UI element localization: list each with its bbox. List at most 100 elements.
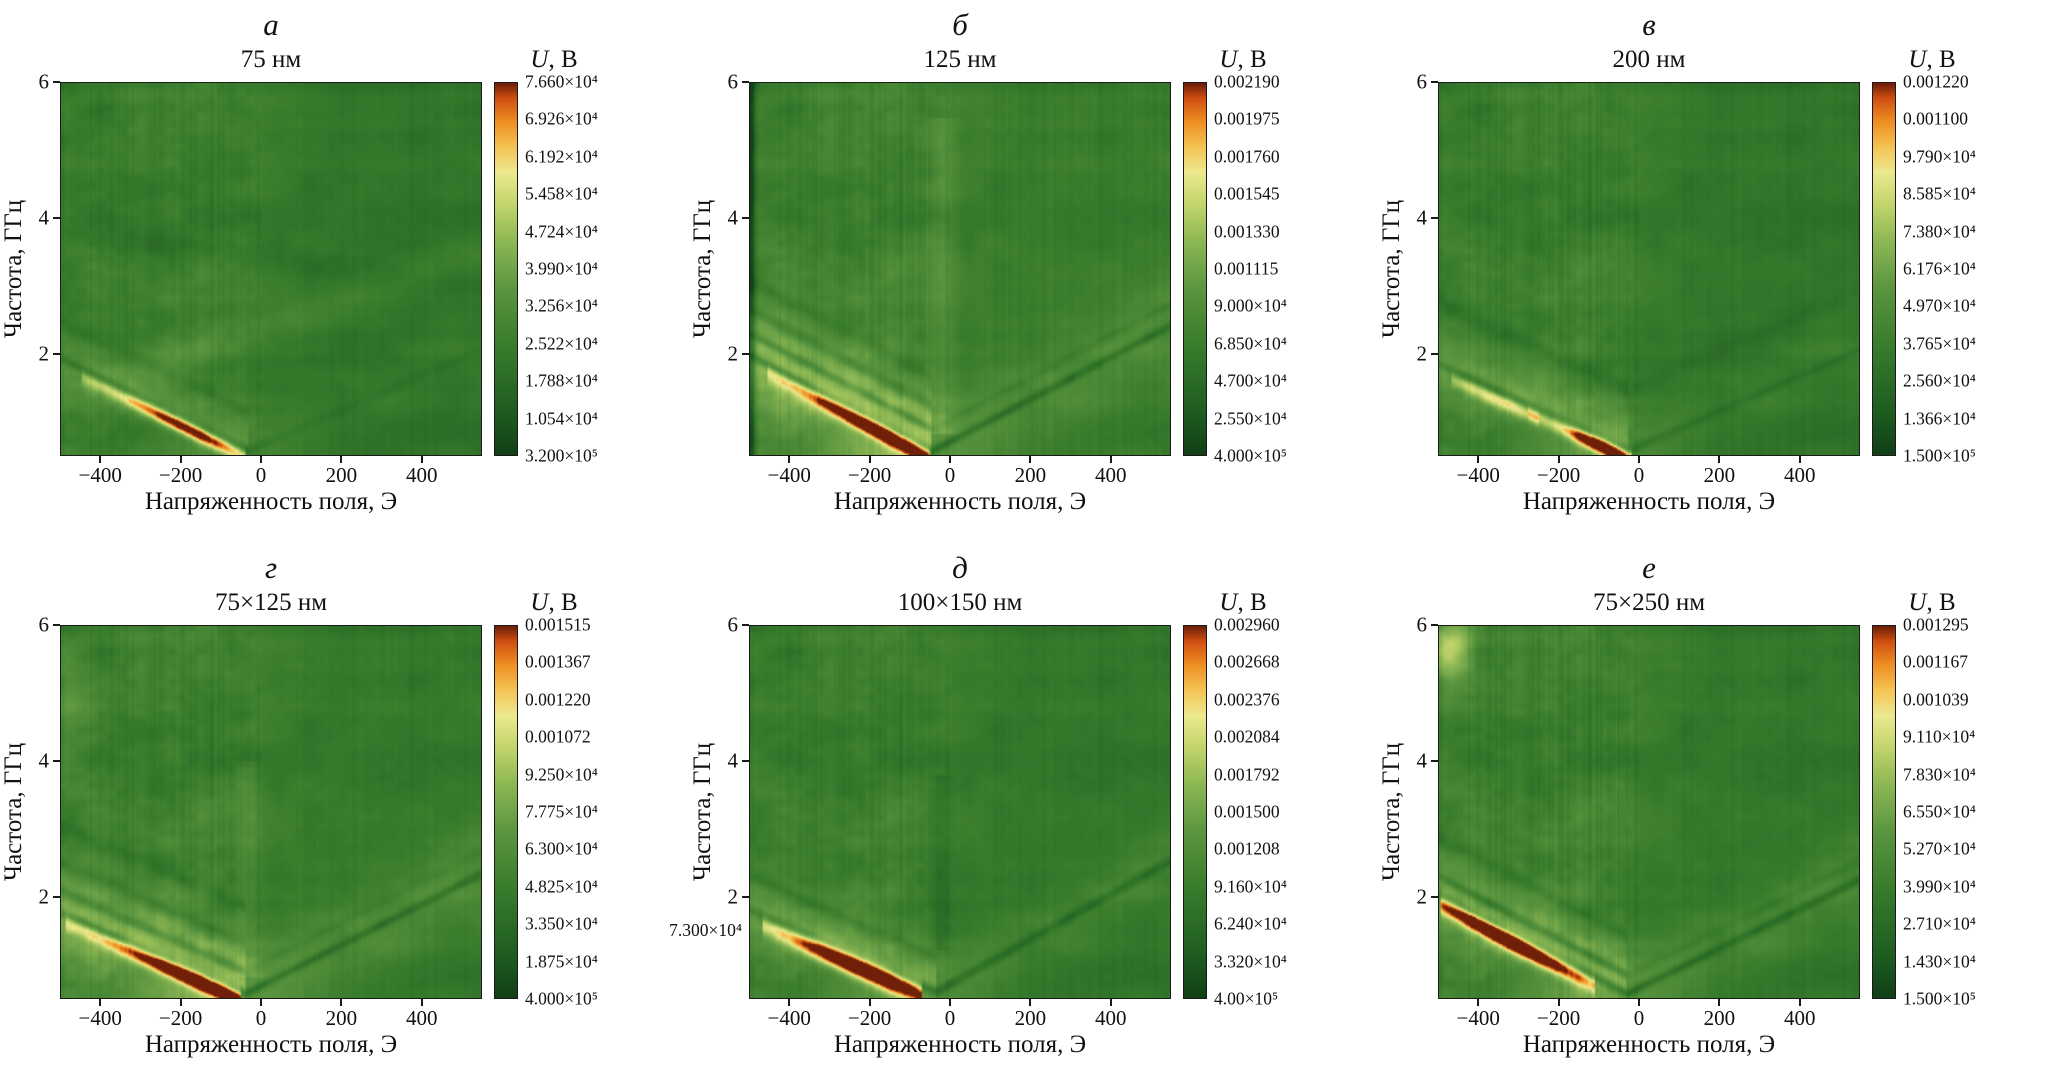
colorbar-tick-label: 2.522×10⁴ xyxy=(525,333,598,354)
x-tick-mark xyxy=(179,456,182,463)
x-tick-label: −200 xyxy=(847,463,892,487)
x-tick-label: 0 xyxy=(1633,1006,1645,1030)
colorbar-title-symbol: U xyxy=(530,46,549,73)
colorbar-tick-label: 3.990×10⁴ xyxy=(1903,876,1976,897)
colorbar-tick-labels: 0.002190 0.001975 0.001760 0.001545 0.001330… xyxy=(1214,73,1326,464)
x-tick-mark xyxy=(1029,999,1032,1006)
y-tick-mark xyxy=(1431,217,1438,219)
colorbar-tick-label: 0.002190 xyxy=(1214,71,1280,92)
x-axis-label: Напряженность поля, Э xyxy=(144,1031,398,1058)
y-tick-mark xyxy=(742,217,749,219)
colorbar-title: U, В xyxy=(1852,46,2012,74)
colorbar-tick-label: 4.700×10⁴ xyxy=(1214,370,1287,391)
panel-body: Частота, ГГц 6 4 2 0.002190 0.001975 0.00176… xyxy=(689,71,1378,464)
colorbar-tick-label: 0.001760 xyxy=(1214,146,1280,167)
colorbar-gradient xyxy=(1184,626,1206,998)
heatmap-panel: г 75×125 нм U, В Частота, ГГц 6 4 2 0.0015… xyxy=(0,543,689,1086)
colorbar xyxy=(1183,625,1207,999)
x-tick-label: −400 xyxy=(1456,463,1500,487)
colorbar-tick-label: 9.110×10⁴ xyxy=(1903,726,1976,747)
panel-letter: а xyxy=(263,7,279,42)
colorbar-tick-label: 0.002960 xyxy=(1214,614,1280,635)
y-axis-label-text: Частота, ГГц xyxy=(0,742,27,882)
x-tick-label: 0 xyxy=(255,463,267,487)
y-tick-mark xyxy=(742,624,749,626)
x-tick-label: −400 xyxy=(767,463,811,487)
x-tick-mark xyxy=(99,999,102,1006)
y-tick-mark xyxy=(53,760,60,762)
colorbar-tick-label: 6.176×10⁴ xyxy=(1903,258,1976,279)
x-tick-mark xyxy=(340,999,343,1006)
y-tick-mark xyxy=(1431,624,1438,626)
colorbar-tick-label: 7.775×10⁴ xyxy=(525,801,598,822)
x-tick-mark xyxy=(420,456,423,463)
colorbar-tick-label: 7.380×10⁴ xyxy=(1903,220,1976,241)
heatmap-panel: д 100×150 нм U, В Частота, ГГц 6 4 2 7.300… xyxy=(669,543,1378,1086)
colorbar-title: U, В xyxy=(1163,589,1323,617)
colorbar-tick-label: 0.001208 xyxy=(1214,838,1280,859)
y-tick-mark xyxy=(53,896,60,898)
y-tick-label: 4 xyxy=(727,205,739,230)
colorbar-tick-label: 4.970×10⁴ xyxy=(1903,295,1976,316)
y-axis-ticks: 6 4 2 xyxy=(1406,71,1438,456)
y-tick-label: 2 xyxy=(727,884,739,909)
colorbar-tick-label: 6.240×10⁴ xyxy=(1214,913,1287,934)
panel-title-row: 75×125 нм U, В xyxy=(0,589,689,625)
panel-title: 100×150 нм xyxy=(897,589,1023,616)
x-tick-mark xyxy=(1029,456,1032,463)
panel-letter: б xyxy=(952,7,968,42)
x-tick-mark xyxy=(179,999,182,1006)
colorbar-tick-label: 0.001792 xyxy=(1214,763,1280,784)
y-axis-ticks: 6 4 2 xyxy=(717,614,749,999)
y-axis-label-text: Частота, ГГц xyxy=(1378,742,1405,882)
x-tick-label: −200 xyxy=(158,1006,203,1030)
x-tick-mark xyxy=(1798,456,1801,463)
y-tick-mark xyxy=(1431,896,1438,898)
colorbar-tick-label: 0.002376 xyxy=(1214,689,1280,710)
y-tick-label: 6 xyxy=(727,612,739,637)
panel-body: Частота, ГГц 6 4 2 7.660×10⁴ 6.926×10⁴ 6.192… xyxy=(0,71,689,464)
colorbar-title-unit: , В xyxy=(1237,589,1267,616)
heatmap-canvas xyxy=(750,626,1170,998)
y-tick-label: 2 xyxy=(38,341,50,366)
colorbar-title-symbol: U xyxy=(1219,46,1238,73)
y-tick-label: 2 xyxy=(38,884,50,909)
x-tick-mark xyxy=(788,999,791,1006)
panel-title-row: 125 нм U, В xyxy=(689,46,1378,82)
y-tick-label: 4 xyxy=(38,748,50,773)
colorbar-tick-label: 9.160×10⁴ xyxy=(1214,876,1287,897)
colorbar-tick-label: 0.001500 xyxy=(1214,801,1280,822)
colorbar-tick-label: 6.926×10⁴ xyxy=(525,108,598,129)
panel-letter: г xyxy=(264,550,278,585)
heatmap-canvas xyxy=(61,83,481,455)
x-tick-label: −200 xyxy=(1536,463,1581,487)
y-axis-label: Частота, ГГц xyxy=(689,625,717,999)
colorbar-tick-label: 0.001115 xyxy=(1214,258,1279,279)
colorbar-tick-label: 3.350×10⁴ xyxy=(525,913,598,934)
y-tick-label: 2 xyxy=(1416,341,1428,366)
colorbar-tick-label: 6.300×10⁴ xyxy=(525,838,598,859)
x-tick-label: −200 xyxy=(847,1006,892,1030)
colorbar xyxy=(1183,82,1207,456)
colorbar-title: U, В xyxy=(1852,589,2012,617)
y-axis-label-text: Частота, ГГц xyxy=(0,199,27,339)
colorbar-tick-label: 2.550×10⁴ xyxy=(1214,407,1287,428)
colorbar-tick-label: 1.366×10⁴ xyxy=(1903,407,1976,428)
colorbar-tick-label: 0.001545 xyxy=(1214,183,1280,204)
colorbar-tick-label: 0.001330 xyxy=(1214,220,1280,241)
panel-letter: е xyxy=(1642,550,1656,585)
y-tick-label: 2 xyxy=(1416,884,1428,909)
colorbar-tick-label: 3.200×10⁵ xyxy=(525,445,598,466)
colorbar-tick-label: 4.724×10⁴ xyxy=(525,220,598,241)
colorbar-tick-label: 9.000×10⁴ xyxy=(1214,295,1287,316)
colorbar-tick-label: 0.002084 xyxy=(1214,726,1280,747)
colorbar xyxy=(1872,82,1896,456)
heatmap-plot: 7.300×10⁴ xyxy=(669,625,1171,999)
panel-title-row: 75×250 нм U, В xyxy=(1378,589,2067,625)
x-tick-label: 400 xyxy=(405,1006,438,1030)
y-axis-label-text: Частота, ГГц xyxy=(689,199,716,339)
x-tick-label: 0 xyxy=(255,1006,267,1030)
heatmap-plot xyxy=(1438,82,1860,456)
y-tick-label: 6 xyxy=(727,69,739,94)
x-tick-mark xyxy=(1477,456,1480,463)
